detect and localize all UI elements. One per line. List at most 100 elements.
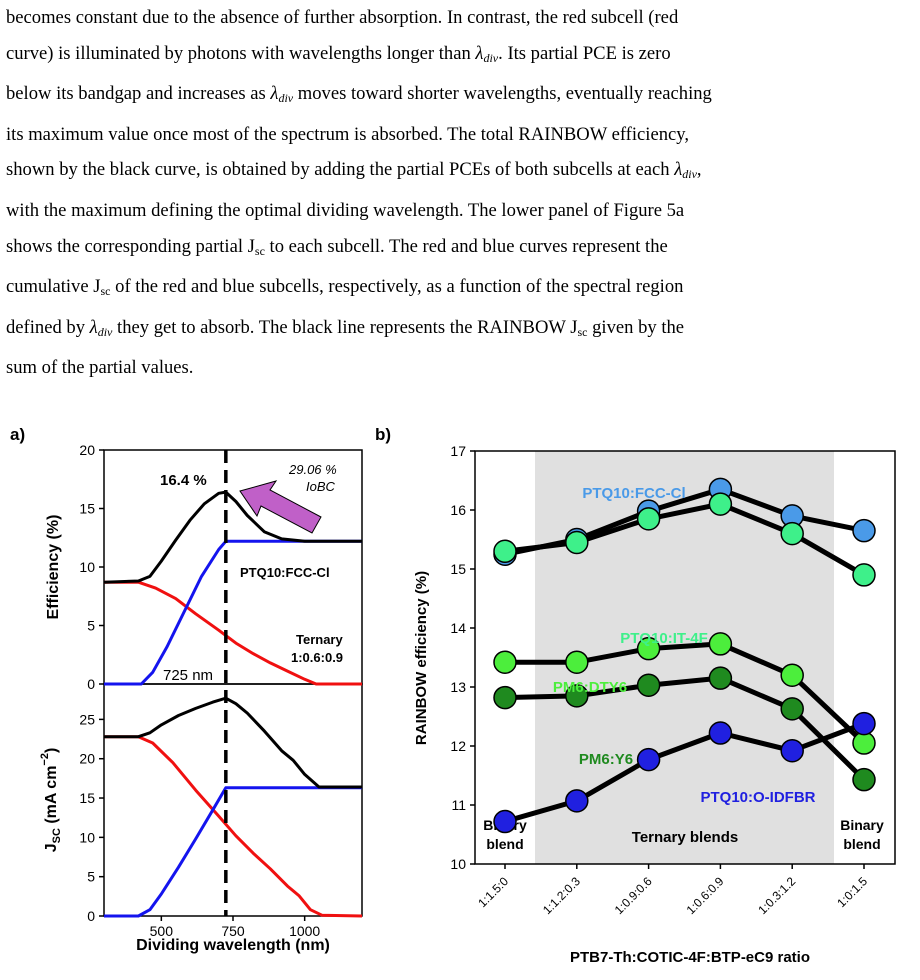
series-point — [852, 518, 876, 543]
series-point — [852, 563, 876, 587]
xtick-label: 750 — [221, 923, 245, 939]
b-xtick-label: 1:0.6:0.9 — [684, 874, 727, 917]
panel-b-xticks: 1:1.5:0 1:1.2:0.3 1:0.9:0.6 1:0.6:0.9 1:0.3:… — [475, 864, 870, 917]
series-point — [708, 492, 733, 516]
xtick-label: 500 — [150, 923, 174, 939]
text-line-1: becomes constant due to the absence of f… — [6, 7, 679, 28]
iobc-arrow-icon — [239, 480, 322, 534]
series-point — [565, 684, 589, 708]
series-label: PTQ10:FCC-Cl — [582, 485, 685, 502]
text-line-2: curve) is illuminated by photons with wa… — [6, 42, 671, 65]
b-ytick-label: 14 — [450, 620, 466, 636]
series-label: PTQ10:IT-4F — [620, 630, 708, 647]
top-ytick-label: 10 — [79, 559, 95, 575]
panel-a-xticks: 500 750 1000 — [150, 916, 320, 939]
series-line — [505, 641, 866, 745]
series-point — [493, 809, 517, 834]
b-xtick-label: 1:1.5:0 — [475, 874, 511, 910]
top-ytick-label: 0 — [87, 676, 95, 692]
top-blue-subcell-curve — [104, 539, 362, 686]
panel-a-label: a) — [10, 425, 25, 444]
series-point — [780, 521, 804, 546]
series-point — [780, 663, 804, 687]
series-point — [780, 738, 804, 763]
top-ytick-label: 15 — [79, 501, 95, 517]
series-point — [493, 650, 517, 674]
bottom-blue-subcell-curve — [104, 786, 362, 918]
panel-a-xlabel: Dividing wavelength (nm) — [136, 937, 330, 954]
panel-a-top-ylabel: Efficiency (%) — [45, 515, 62, 620]
text-line-6: with the maximum defining the optimal di… — [6, 199, 685, 221]
iobc-value-label: 29.06 % — [288, 462, 337, 477]
bottom-ytick-label: 15 — [79, 790, 95, 806]
text-line-8: cumulative Jsc of the red and blue subce… — [6, 276, 684, 299]
binary-blend-right-label: Binary — [840, 817, 884, 833]
text-line-9: defined by λdiv they get to absorb. The … — [6, 316, 685, 339]
panel-b-xlabel: PTB7-Th:COTIC-4F:BTP-eC9 ratio — [570, 949, 810, 966]
binary-blend-right-label-2: blend — [843, 836, 880, 852]
xtick-label: 1000 — [289, 923, 320, 939]
top-ytick-label: 5 — [87, 618, 95, 634]
series-point — [852, 731, 876, 755]
series-label: PM6:DTY6 — [553, 679, 627, 696]
series-point — [708, 666, 733, 690]
b-ytick-label: 12 — [450, 738, 466, 754]
series-point — [565, 650, 589, 674]
panel-b-series-labels: PTQ10:FCC-Cl PTQ10:IT-4F PM6:DTY6 PM6:Y6 PTQ… — [553, 485, 816, 806]
body-text: becomes constant due to the absence of f… — [6, 0, 912, 386]
bottom-ytick-label: 5 — [87, 869, 95, 885]
series-point — [636, 636, 661, 661]
series-point — [852, 711, 876, 736]
bottom-rainbow-total-curve — [104, 696, 362, 789]
series-point — [493, 539, 517, 564]
panel-a-top-curves — [103, 490, 362, 686]
b-ytick-label: 11 — [451, 797, 466, 813]
b-ytick-label: 10 — [450, 856, 466, 872]
divider-wavelength-label: 725 nm — [163, 667, 213, 684]
series-point — [636, 507, 661, 531]
ternary-ratio-label: 1:0.6:0.9 — [291, 650, 343, 665]
panel-b-frame — [474, 450, 896, 865]
series-point — [493, 685, 517, 710]
top-rainbow-total-curve — [103, 490, 362, 584]
series-point — [636, 747, 661, 772]
panel-a-bottom-ylabel: JSC (mA cm−2) — [39, 748, 63, 853]
b-ytick-label: 17 — [450, 443, 466, 459]
ternary-blends-label: Ternary blends — [632, 829, 738, 846]
bottom-ytick-label: 25 — [79, 711, 95, 727]
panel-a-bottom-frame — [103, 683, 363, 917]
top-ytick-label: 20 — [79, 442, 95, 458]
text-line-10: sum of the partial values. — [6, 357, 194, 379]
text-line-5: shown by the black curve, is obtained by… — [6, 159, 702, 182]
panel-a-bottom-yticks: 0 5 10 15 20 25 — [79, 711, 104, 924]
series-point — [565, 530, 589, 555]
series-point — [708, 632, 733, 656]
series-line — [504, 721, 865, 824]
panel-a-top-yticks: 0 5 10 15 20 — [79, 442, 104, 692]
material-label: PTQ10:FCC-Cl — [240, 565, 330, 580]
panel-b-series — [493, 477, 876, 834]
bottom-ytick-label: 10 — [79, 829, 95, 845]
series-point — [708, 721, 733, 745]
b-xtick-label: 1:1.2:0.3 — [540, 874, 583, 917]
text-line-4: its maximum value once most of the spect… — [6, 123, 689, 145]
panel-b-yticks: 10 11 12 13 14 15 16 17 — [450, 443, 475, 872]
series-label: PTQ10:O-IDFBR — [700, 789, 815, 806]
b-ytick-label: 16 — [450, 502, 466, 518]
binary-blend-left-label-2: blend — [486, 836, 523, 852]
panel-b-label: b) — [375, 425, 391, 444]
series-line — [504, 675, 866, 782]
series-label: PM6:Y6 — [579, 751, 633, 768]
panel-b-ylabel: RAINBOW efficiency (%) — [413, 571, 430, 745]
b-xtick-label: 1:0.3:1.2 — [755, 874, 798, 917]
series-line — [504, 501, 866, 578]
figure-5: a) 0 5 10 15 20 0 5 10 15 20 25 500 750 1000 Effici… — [10, 425, 896, 966]
text-line-7: shows the corresponding partial Jsc to e… — [6, 235, 668, 258]
b-xtick-label: 1:0:1.5 — [834, 874, 870, 910]
iobc-label: IoBC — [306, 479, 336, 494]
b-ytick-label: 13 — [450, 679, 466, 695]
text-line-3: below its bandgap and increases as λdiv … — [6, 83, 712, 106]
panel-a-bottom-curves — [104, 696, 363, 918]
series-point — [780, 697, 804, 721]
bottom-ytick-label: 0 — [87, 908, 95, 924]
